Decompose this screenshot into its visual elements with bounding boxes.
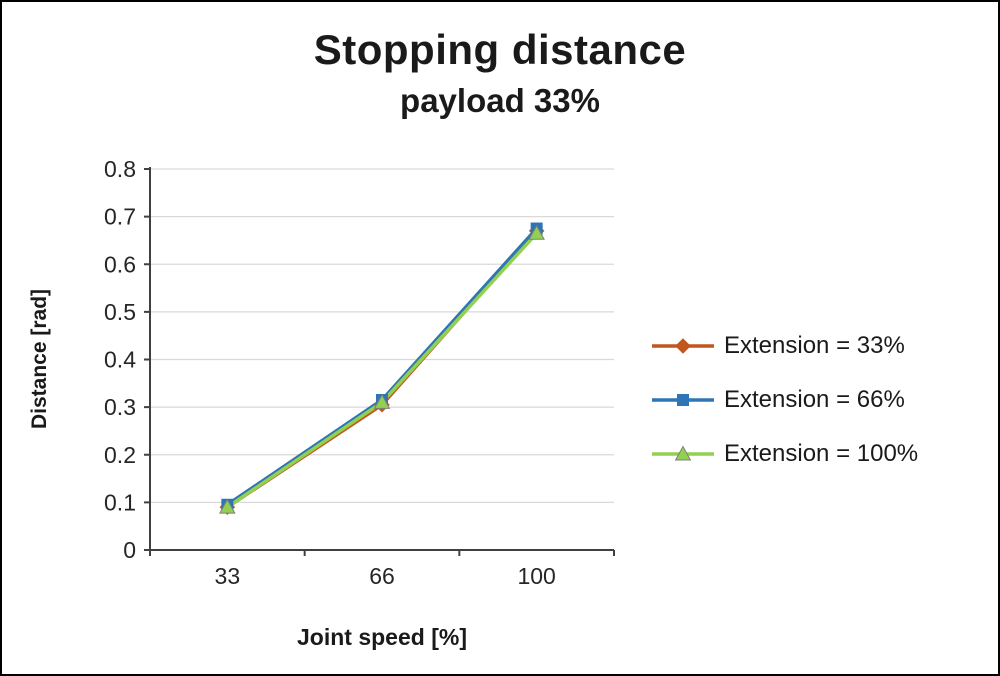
legend-label: Extension = 33% (724, 332, 905, 359)
x-tick-label: 100 (517, 563, 555, 589)
y-tick-label: 0 (123, 537, 136, 563)
y-tick-label: 0.1 (104, 489, 136, 515)
legend-key-diamond-icon (652, 338, 714, 354)
triangle-marker-icon (674, 445, 692, 461)
legend-key-triangle-icon (652, 445, 714, 461)
y-tick-label: 0.6 (104, 251, 136, 277)
square-marker-icon (677, 394, 689, 406)
legend-label: Extension = 66% (724, 386, 905, 413)
y-tick-label: 0.8 (104, 156, 136, 182)
triangle-marker-icon (219, 498, 236, 514)
series-line (225, 229, 539, 509)
series-line (225, 226, 539, 507)
x-tick-label: 66 (369, 563, 395, 589)
y-tick-label: 0.2 (104, 442, 136, 468)
legend: Extension = 33% Extension = 66% Extensio… (650, 332, 918, 468)
chart-title: Stopping distance (313, 26, 687, 73)
triangle-marker-icon (373, 393, 391, 409)
x-tick-label: 33 (215, 563, 241, 589)
legend-item: Extension = 100% (650, 440, 918, 468)
legend-key-square-icon (652, 394, 714, 406)
series-line (225, 231, 539, 509)
diamond-marker-icon (675, 338, 691, 354)
y-tick-label: 0.3 (104, 394, 136, 420)
y-axis-title: Distance [rad] (28, 288, 51, 430)
legend-item: Extension = 33% (650, 332, 918, 360)
y-tick-label: 0.4 (104, 347, 136, 373)
legend-item: Extension = 66% (650, 386, 918, 414)
chart-subtitle: payload 33% (400, 82, 600, 119)
y-tick-label: 0.7 (104, 204, 136, 230)
legend-label: Extension = 100% (724, 440, 919, 467)
x-axis-title: Joint speed [%] (297, 624, 467, 650)
y-tick-label: 0.5 (104, 299, 136, 325)
triangle-marker-icon (528, 224, 545, 240)
